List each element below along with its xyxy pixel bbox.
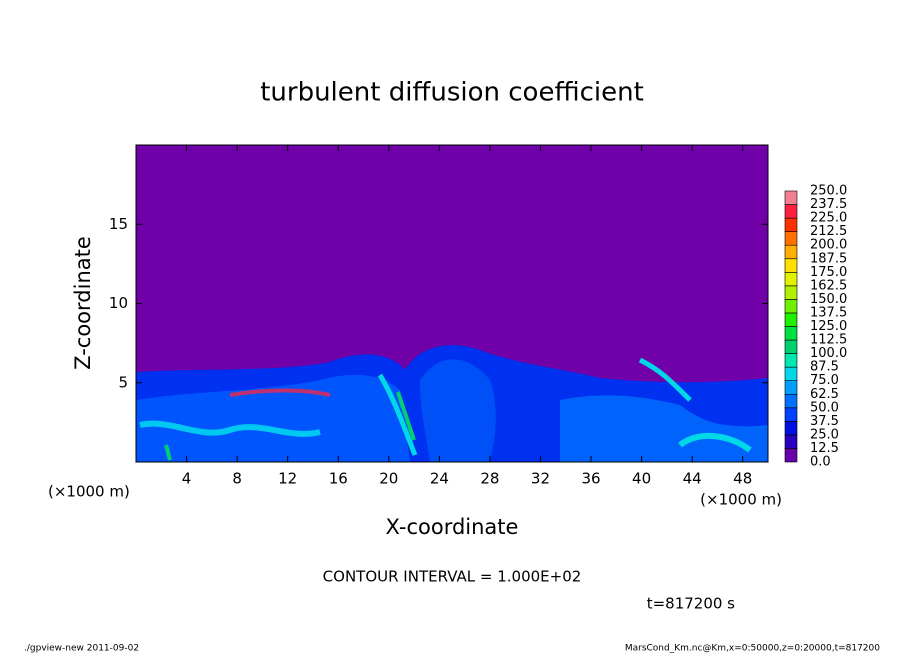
- colorbar-label: 187.5: [810, 251, 847, 266]
- field-region: [678, 432, 752, 453]
- colorbar-box: [784, 366, 798, 381]
- y-axis-label: Z-coordinate: [71, 236, 95, 370]
- colorbar-box: [784, 299, 798, 314]
- colorbar-box: [784, 339, 798, 354]
- x-tick-label: 20: [379, 470, 398, 488]
- chart-title: turbulent diffusion coefficient: [260, 78, 644, 108]
- x-tick-label: 48: [733, 470, 752, 488]
- field-region: [396, 391, 416, 441]
- colorbar-box: [784, 217, 798, 232]
- colorbar-box: [784, 244, 798, 260]
- colorbar-box: [784, 380, 798, 395]
- colorbar-label: 125.0: [810, 319, 847, 334]
- contour-interval: CONTOUR INTERVAL = 1.000E+02: [323, 568, 582, 586]
- colorbar-label: 162.5: [810, 278, 847, 293]
- y-unit: (×1000 m): [48, 483, 130, 501]
- field: [136, 145, 768, 462]
- field-region: [420, 359, 496, 462]
- colorbar-box: [784, 285, 798, 300]
- colorbar-label: 0.0: [810, 455, 831, 470]
- x-tick-label: 40: [632, 470, 651, 488]
- colorbar-box: [784, 353, 798, 368]
- colorbar-label: 62.5: [810, 387, 839, 402]
- footer-left: ./gpview-new 2011-09-02: [24, 644, 139, 654]
- colorbar-label: 200.0: [810, 238, 847, 253]
- colorbar-box: [784, 271, 798, 287]
- x-tick-label: 4: [182, 470, 192, 488]
- x-tick-label: 16: [329, 470, 348, 488]
- x-tick-label: 36: [581, 470, 600, 488]
- time-label: t=817200 s: [647, 595, 735, 613]
- field-region: [139, 420, 321, 437]
- colorbar-box: [784, 407, 798, 422]
- colorbar-label: 237.5: [810, 197, 847, 212]
- colorbar-box: [784, 434, 798, 449]
- colorbar-box: [784, 326, 798, 341]
- colorbar-label: 250.0: [810, 184, 847, 199]
- colorbar-label: 12.5: [810, 441, 839, 456]
- colorbar-box: [784, 421, 798, 436]
- footer-right: MarsCond_Km.nc@Km,x=0:50000,z=0:20000,t=…: [625, 644, 880, 654]
- colorbar-label: 100.0: [810, 346, 847, 361]
- y-tick-label: 10: [109, 294, 128, 312]
- field-region: [377, 373, 418, 456]
- colorbar-box: [784, 448, 798, 463]
- colorbar-label: 112.5: [810, 333, 847, 348]
- colorbar-label: 50.0: [810, 400, 839, 415]
- x-tick-label: 28: [480, 470, 499, 488]
- colorbar-label: 175.0: [810, 265, 847, 280]
- field-region: [638, 357, 692, 402]
- field-region: [560, 395, 768, 462]
- colorbar-label: 225.0: [810, 211, 847, 226]
- colorbar-box: [784, 312, 798, 327]
- x-axis-label: X-coordinate: [386, 515, 519, 539]
- colorbar-box: [784, 190, 798, 205]
- field-region: [229, 388, 331, 397]
- colorbar-box: [784, 258, 798, 273]
- field-region: [136, 374, 410, 462]
- x-tick-label: 44: [683, 470, 702, 488]
- colorbar-label: 37.5: [810, 414, 839, 429]
- field-region: [164, 444, 172, 461]
- colorbar-label: 212.5: [810, 224, 847, 239]
- colorbar-label: 75.0: [810, 373, 839, 388]
- colorbar-box: [784, 393, 798, 409]
- colorbar-label: 87.5: [810, 360, 839, 375]
- y-tick-label: 5: [118, 373, 128, 391]
- y-tick-label: 15: [109, 215, 128, 233]
- x-tick-label: 12: [278, 470, 297, 488]
- colorbar-label: 25.0: [810, 427, 839, 442]
- colorbar-label: 150.0: [810, 292, 847, 307]
- x-tick-label: 32: [531, 470, 550, 488]
- colorbar-box: [784, 204, 798, 219]
- x-unit: (×1000 m): [700, 491, 782, 509]
- colorbar-label: 137.5: [810, 305, 847, 320]
- colorbar-box: [784, 231, 798, 246]
- x-tick-label: 24: [430, 470, 449, 488]
- x-tick-label: 8: [232, 470, 242, 488]
